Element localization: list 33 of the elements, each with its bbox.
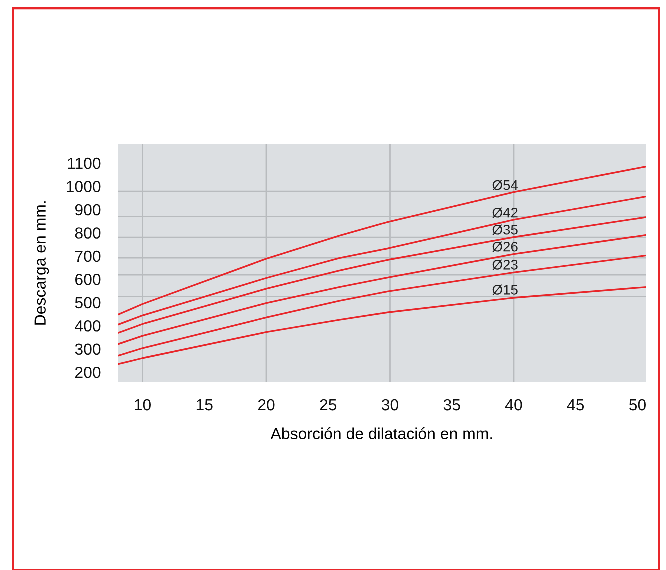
y-axis-title: Descarga en mm. [34, 202, 50, 325]
line-series [118, 196, 646, 326]
y-tick-label: 1000 [67, 181, 101, 192]
x-axis-title: Absorción de dilatación en mm. [270, 428, 492, 440]
line-series [118, 286, 646, 366]
x-tick-label: 40 [505, 399, 522, 411]
line-series [118, 166, 646, 316]
line-series [118, 254, 646, 357]
y-tick-label: 200 [75, 366, 101, 378]
line-series [118, 216, 646, 334]
series-label: Ø54 [492, 180, 518, 190]
y-tick-label: 700 [76, 250, 101, 262]
x-tick-label: 30 [382, 399, 399, 411]
x-tick-label: 10 [135, 399, 152, 411]
series-label: Ø15 [492, 284, 518, 296]
series-label: Ø42 [492, 208, 518, 218]
y-tick-label: 1100 [68, 158, 101, 170]
series-label: Ø26 [492, 242, 518, 252]
y-tick-label: 800 [75, 228, 101, 239]
x-tick-label: 25 [320, 399, 337, 411]
x-tick-label: 45 [567, 400, 584, 411]
y-tick-label: 400 [75, 320, 101, 332]
x-tick-label: 50 [629, 399, 646, 411]
x-tick-label: 15 [196, 400, 213, 411]
y-tick-label: 900 [75, 204, 101, 216]
y-tick-label: 300 [75, 344, 101, 356]
x-tick-label: 20 [258, 399, 275, 411]
x-tick-label: 35 [444, 399, 460, 411]
y-tick-label: 500 [75, 297, 101, 309]
series-label: Ø35 [492, 224, 518, 236]
series-label: Ø23 [492, 260, 518, 270]
y-tick-label: 600 [76, 274, 101, 286]
line-series [118, 234, 646, 346]
